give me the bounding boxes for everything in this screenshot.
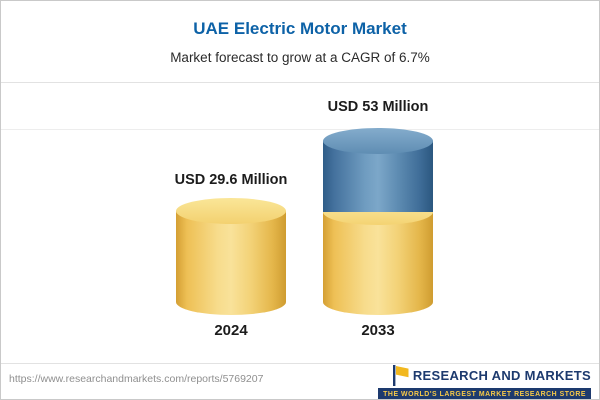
footer-divider xyxy=(1,363,599,364)
logo-brand-row: RESEARCH AND MARKETS xyxy=(392,365,591,386)
bar-value-label-2024: USD 29.6 Million xyxy=(174,172,288,188)
header-divider xyxy=(1,82,599,83)
bar-2024-top-face xyxy=(176,198,286,224)
bar-2033-top-face xyxy=(323,128,433,154)
logo-flag-icon xyxy=(392,365,409,386)
bar-2024-yellow-segment xyxy=(176,211,286,315)
top-value-gridline xyxy=(1,129,599,130)
bar-2033-yellow-segment xyxy=(323,212,433,315)
bar-2033-cylinder xyxy=(323,128,433,315)
bar-2024-cylinder xyxy=(176,198,286,315)
bar-value-label-2033: USD 53 Million xyxy=(327,99,429,115)
x-axis-label-2033: 2033 xyxy=(361,322,395,339)
report-url: https://www.researchandmarkets.com/repor… xyxy=(9,373,264,385)
x-axis-label-2024: 2024 xyxy=(214,322,248,339)
logo-brand-text: RESEARCH AND MARKETS xyxy=(412,368,591,383)
chart-title: UAE Electric Motor Market xyxy=(193,19,407,38)
researchandmarkets-logo: RESEARCH AND MARKETS THE WORLD'S LARGEST… xyxy=(378,365,591,399)
logo-tagline: THE WORLD'S LARGEST MARKET RESEARCH STOR… xyxy=(378,388,591,399)
chart-subtitle: Market forecast to grow at a CAGR of 6.7… xyxy=(170,50,430,65)
